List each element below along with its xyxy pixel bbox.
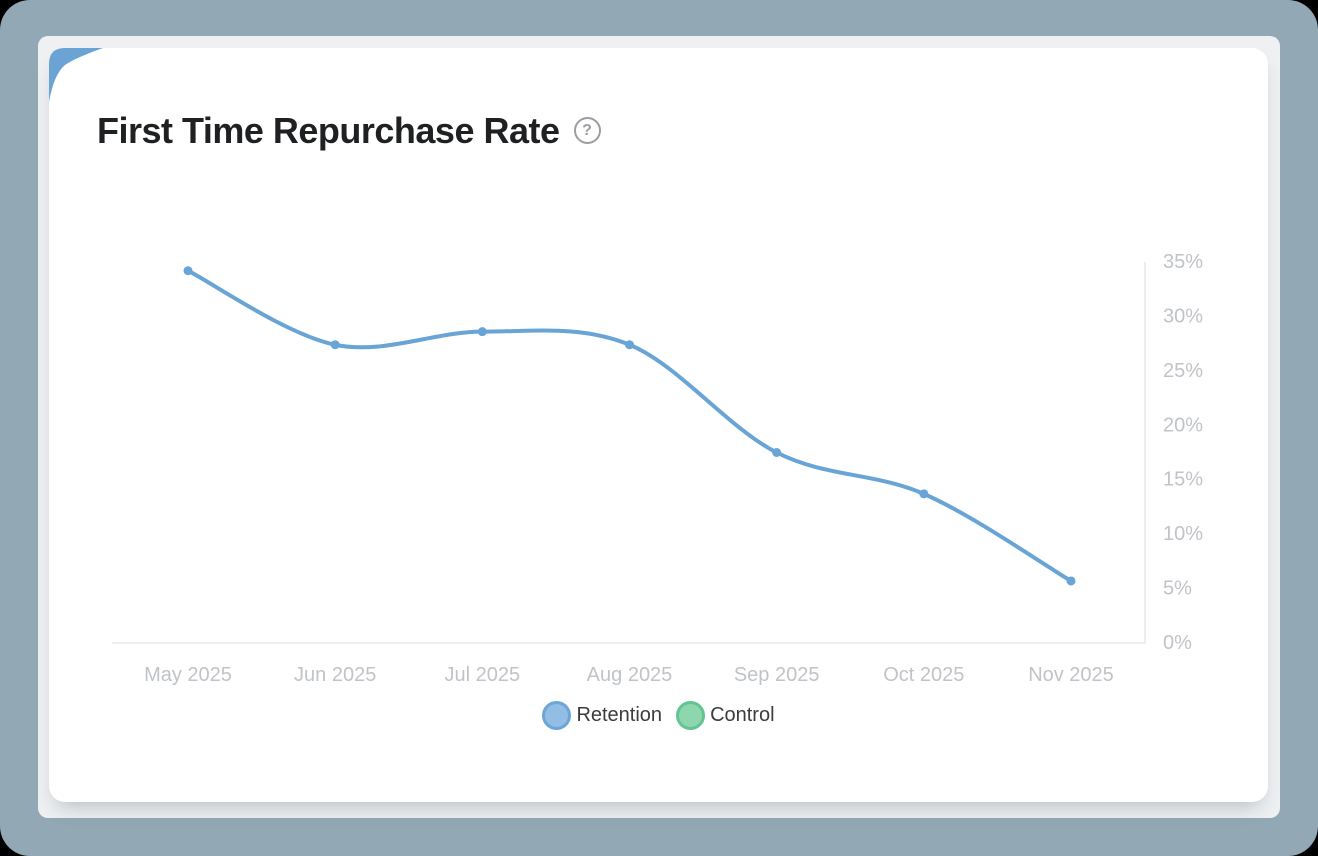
x-tick-label: Aug 2025 xyxy=(587,664,673,686)
y-tick-label: 30% xyxy=(1163,305,1203,327)
y-tick-label: 10% xyxy=(1163,523,1203,545)
x-tick-label: May 2025 xyxy=(144,664,232,686)
legend-label: Retention xyxy=(576,704,663,726)
chart-card: First Time Repurchase Rate ? 0% 5% 10% 15% 2… xyxy=(49,48,1268,802)
card-frame: First Time Repurchase Rate ? 0% 5% 10% 15% 2… xyxy=(38,36,1280,818)
retention-swatch-icon xyxy=(542,701,572,730)
chart-legend: Retention Control xyxy=(49,701,1268,730)
y-tick-label: 25% xyxy=(1163,360,1203,382)
retention-point-oct-2025[interactable] xyxy=(919,489,929,499)
help-icon[interactable]: ? xyxy=(573,117,601,145)
line-chart: 0% 5% 10% 15% 20% 25% 30% 35% May 2025 Jun 2025 Ju… xyxy=(112,251,1203,686)
legend-label: Control xyxy=(710,704,775,726)
retention-point-jun-2025[interactable] xyxy=(330,340,340,350)
retention-point-sep-2025[interactable] xyxy=(772,448,782,457)
legend-item-retention[interactable]: Retention xyxy=(542,701,662,730)
card-header: First Time Repurchase Rate ? xyxy=(97,110,601,151)
x-tick-label: Jun 2025 xyxy=(294,664,376,686)
y-tick-label: 35% xyxy=(1163,251,1203,273)
retention-point-aug-2025[interactable] xyxy=(625,340,635,350)
retention-line xyxy=(186,268,1073,583)
legend-item-control[interactable]: Control xyxy=(676,701,775,730)
retention-point-jul-2025[interactable] xyxy=(477,327,487,337)
y-tick-label: 0% xyxy=(1163,632,1192,654)
y-tick-label: 15% xyxy=(1163,469,1203,491)
y-tick-label: 20% xyxy=(1163,414,1203,436)
control-swatch-icon xyxy=(676,701,706,730)
y-tick-label: 5% xyxy=(1163,578,1192,600)
retention-point-nov-2025[interactable] xyxy=(1066,576,1076,586)
x-tick-label: Jul 2025 xyxy=(445,664,521,686)
x-tick-label: Oct 2025 xyxy=(883,664,964,686)
x-tick-label: Sep 2025 xyxy=(734,664,820,686)
corner-fold-icon xyxy=(49,48,103,102)
x-tick-label: Nov 2025 xyxy=(1028,664,1114,686)
page-title: First Time Repurchase Rate xyxy=(97,110,560,151)
retention-point-may-2025[interactable] xyxy=(183,266,193,276)
